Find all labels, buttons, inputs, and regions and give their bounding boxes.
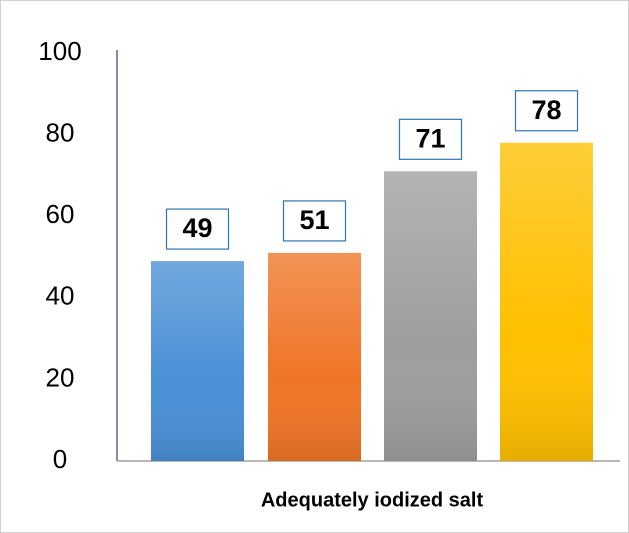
value-label: 71 xyxy=(415,123,445,153)
value-label-box xyxy=(282,200,347,242)
bar xyxy=(384,171,477,461)
y-tick-label: 80 xyxy=(46,117,75,147)
bar xyxy=(500,142,593,461)
y-tick-label: 100 xyxy=(38,36,81,66)
value-label-box xyxy=(514,90,579,132)
y-tick-label: 60 xyxy=(46,199,75,229)
y-tick-label: 0 xyxy=(53,444,67,474)
value-label: 49 xyxy=(182,213,212,243)
y-tick-label: 20 xyxy=(46,362,75,392)
value-label: 51 xyxy=(299,205,329,235)
bar xyxy=(151,261,244,461)
value-label: 78 xyxy=(531,95,561,125)
value-label-box xyxy=(165,208,230,250)
category-label: Adequately iodized salt xyxy=(261,489,484,511)
y-tick-label: 40 xyxy=(46,281,75,311)
value-label-box xyxy=(398,118,463,160)
bar xyxy=(268,252,361,461)
